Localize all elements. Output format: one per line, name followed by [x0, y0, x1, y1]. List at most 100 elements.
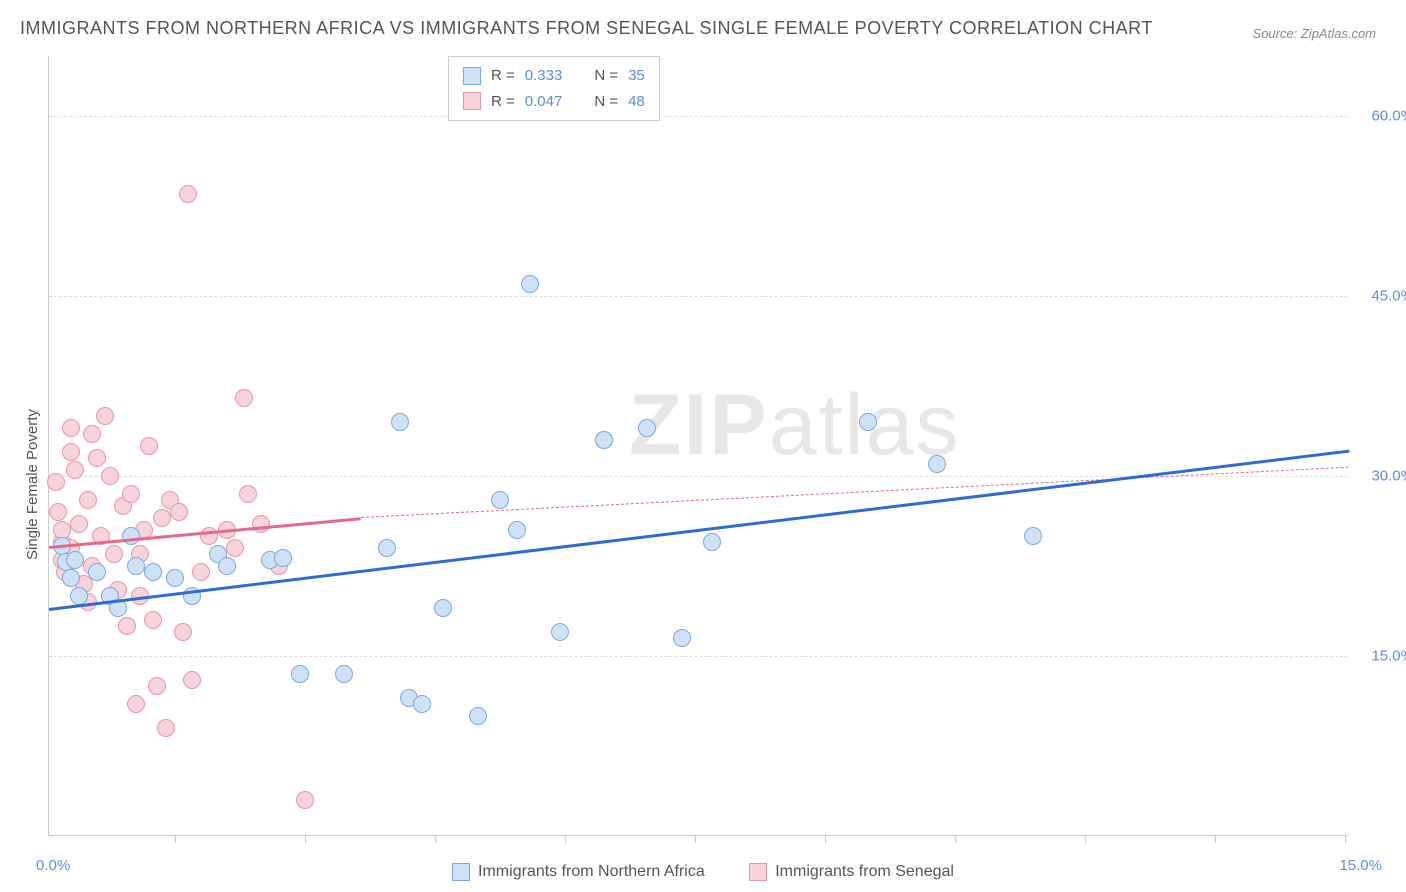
- plot-area: ZIPatlas 15.0%30.0%45.0%60.0%: [48, 56, 1348, 836]
- data-point: [166, 569, 184, 587]
- legend-item-a: Immigrants from Northern Africa: [452, 863, 705, 881]
- legend-label-a: Immigrants from Northern Africa: [478, 863, 705, 881]
- data-point: [235, 389, 253, 407]
- data-point: [101, 467, 119, 485]
- data-point: [274, 549, 292, 567]
- legend-n-label: N =: [594, 89, 618, 115]
- watermark: ZIPatlas: [629, 376, 960, 475]
- data-point: [70, 515, 88, 533]
- x-tick: [175, 835, 176, 843]
- data-point: [595, 431, 613, 449]
- gridline-h: [49, 116, 1348, 117]
- data-point: [174, 623, 192, 641]
- data-point: [66, 551, 84, 569]
- data-point: [239, 485, 257, 503]
- data-point: [434, 599, 452, 617]
- source-label: Source: ZipAtlas.com: [1252, 26, 1376, 41]
- data-point: [153, 509, 171, 527]
- x-tick: [825, 835, 826, 843]
- y-tick-label: 15.0%: [1371, 648, 1406, 665]
- legend-series: Immigrants from Northern Africa Immigran…: [0, 863, 1406, 886]
- data-point: [252, 515, 270, 533]
- data-point: [62, 443, 80, 461]
- data-point: [226, 539, 244, 557]
- legend-label-b: Immigrants from Senegal: [775, 863, 954, 881]
- data-point: [88, 563, 106, 581]
- legend-item-b: Immigrants from Senegal: [749, 863, 954, 881]
- x-tick: [955, 835, 956, 843]
- gridline-h: [49, 296, 1348, 297]
- x-tick: [695, 835, 696, 843]
- x-tick: [565, 835, 566, 843]
- legend-swatch-a2: [452, 863, 470, 881]
- data-point: [1024, 527, 1042, 545]
- data-point: [122, 485, 140, 503]
- data-point: [491, 491, 509, 509]
- legend-r-label: R =: [491, 63, 515, 89]
- data-point: [70, 587, 88, 605]
- x-tick: [1215, 835, 1216, 843]
- data-point: [521, 275, 539, 293]
- data-point: [105, 545, 123, 563]
- data-point: [127, 557, 145, 575]
- data-point: [148, 677, 166, 695]
- data-point: [62, 569, 80, 587]
- x-tick: [1085, 835, 1086, 843]
- data-point: [96, 407, 114, 425]
- data-point: [291, 665, 309, 683]
- y-tick-label: 60.0%: [1371, 108, 1406, 125]
- data-point: [83, 425, 101, 443]
- data-point: [335, 665, 353, 683]
- data-point: [391, 413, 409, 431]
- legend-n-label: N =: [594, 63, 618, 89]
- data-point: [88, 449, 106, 467]
- data-point: [183, 671, 201, 689]
- data-point: [122, 527, 140, 545]
- data-point: [469, 707, 487, 725]
- chart-title: IMMIGRANTS FROM NORTHERN AFRICA VS IMMIG…: [20, 18, 1153, 39]
- legend-row-series-b: R = 0.047 N = 48: [463, 89, 645, 115]
- legend-row-series-a: R = 0.333 N = 35: [463, 63, 645, 89]
- gridline-h: [49, 656, 1348, 657]
- data-point: [673, 629, 691, 647]
- data-point: [192, 563, 210, 581]
- data-point: [157, 719, 175, 737]
- legend-r-label: R =: [491, 89, 515, 115]
- y-tick-label: 30.0%: [1371, 468, 1406, 485]
- y-tick-label: 45.0%: [1371, 288, 1406, 305]
- x-tick: [1345, 835, 1346, 843]
- data-point: [49, 503, 67, 521]
- x-tick: [305, 835, 306, 843]
- data-point: [170, 503, 188, 521]
- legend-correlation: R = 0.333 N = 35 R = 0.047 N = 48: [448, 56, 660, 121]
- data-point: [118, 617, 136, 635]
- legend-r-value-a: 0.333: [525, 63, 563, 89]
- data-point: [62, 419, 80, 437]
- data-point: [638, 419, 656, 437]
- data-point: [928, 455, 946, 473]
- data-point: [378, 539, 396, 557]
- data-point: [79, 491, 97, 509]
- data-point: [413, 695, 431, 713]
- data-point: [859, 413, 877, 431]
- legend-swatch-b2: [749, 863, 767, 881]
- data-point: [127, 695, 145, 713]
- data-point: [179, 185, 197, 203]
- data-point: [144, 611, 162, 629]
- legend-swatch-b: [463, 92, 481, 110]
- data-point: [47, 473, 65, 491]
- legend-swatch-a: [463, 67, 481, 85]
- legend-n-value-b: 48: [628, 89, 645, 115]
- data-point: [144, 563, 162, 581]
- data-point: [140, 437, 158, 455]
- data-point: [218, 557, 236, 575]
- legend-r-value-b: 0.047: [525, 89, 563, 115]
- data-point: [551, 623, 569, 641]
- legend-n-value-a: 35: [628, 63, 645, 89]
- data-point: [296, 791, 314, 809]
- x-tick: [435, 835, 436, 843]
- data-point: [508, 521, 526, 539]
- y-axis-title: Single Female Poverty: [24, 409, 41, 560]
- data-point: [703, 533, 721, 551]
- data-point: [66, 461, 84, 479]
